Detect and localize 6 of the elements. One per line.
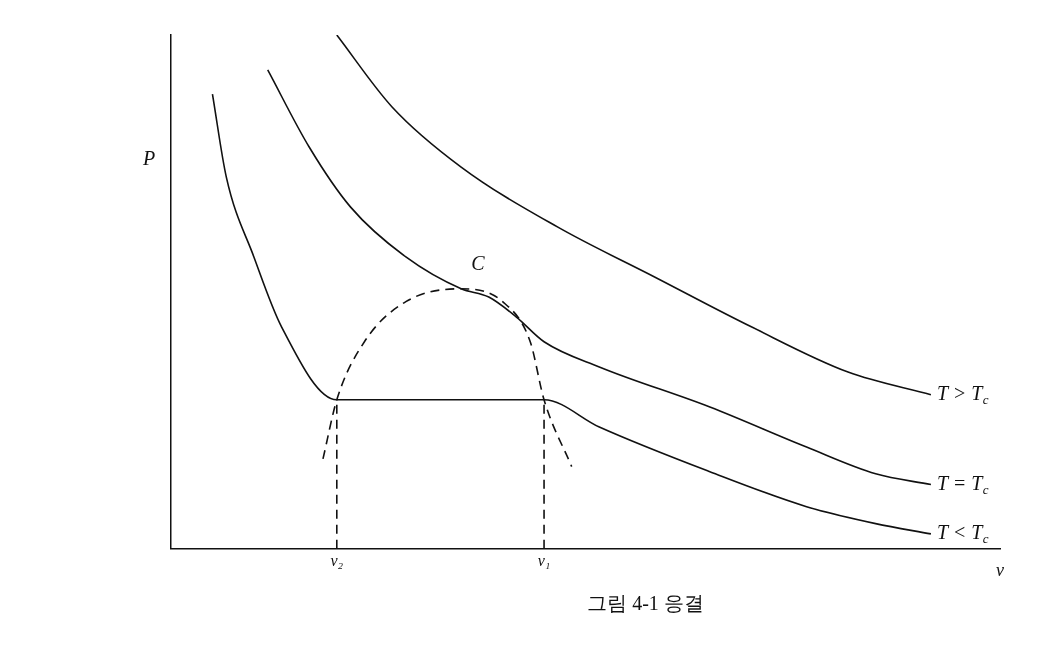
y-axis-title: P (141, 147, 156, 170)
x-axis-title: v (996, 559, 1005, 580)
x-tick-label: v₂ (330, 551, 344, 569)
x-tick-label: v₁ (537, 551, 551, 569)
text: 그림 4-1 응결 (587, 592, 704, 615)
annotation: C (471, 252, 486, 275)
